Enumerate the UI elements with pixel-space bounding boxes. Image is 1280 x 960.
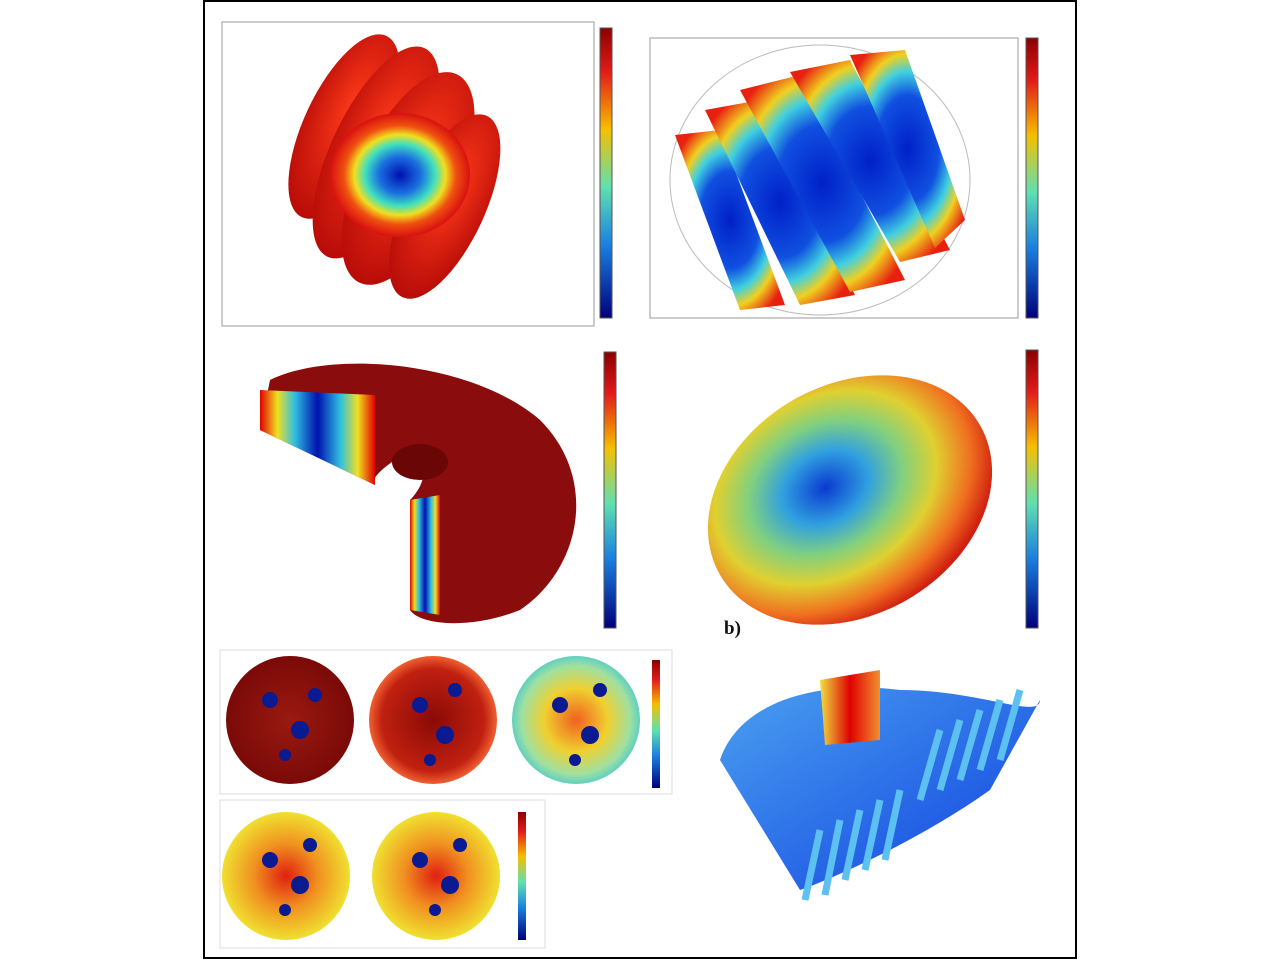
pore: [593, 683, 607, 697]
pore: [279, 749, 291, 761]
pore: [303, 838, 317, 852]
cut-face: [260, 390, 375, 485]
cut-face: [410, 495, 440, 615]
panel-torus: [260, 351, 617, 629]
pore: [412, 697, 428, 713]
panel-blob: b): [707, 349, 1039, 639]
heat-source: [820, 670, 880, 745]
pore: [429, 904, 441, 916]
slice-plane: [850, 50, 965, 248]
pore: [569, 754, 581, 766]
fin: [976, 699, 1004, 771]
slice-plane: [740, 75, 905, 292]
fin: [956, 709, 984, 781]
disk: [512, 656, 640, 784]
colorbar: [599, 27, 613, 319]
center-field: [330, 113, 470, 237]
panel-fan: [720, 670, 1040, 901]
deformed-body: [707, 375, 993, 625]
pore: [308, 688, 322, 702]
fan-plate: [720, 687, 1040, 890]
pore: [581, 726, 599, 744]
panel-slices: [649, 37, 1039, 319]
pore: [262, 692, 278, 708]
fins: [801, 689, 1024, 901]
fin: [841, 809, 864, 881]
pore: [436, 726, 454, 744]
fin: [861, 799, 884, 871]
colorbar: [518, 812, 526, 940]
fin: [996, 689, 1024, 761]
colorbar: [1025, 349, 1039, 629]
panel-disks: [219, 649, 673, 949]
domain-outline: [669, 44, 971, 316]
pore: [412, 852, 428, 868]
colorbar: [652, 660, 660, 788]
slice-plane: [790, 60, 950, 262]
fin: [916, 729, 944, 801]
disk: [369, 656, 497, 784]
disk: [372, 812, 500, 940]
pore: [279, 904, 291, 916]
slice-plane: [675, 130, 785, 310]
disk: [226, 656, 354, 784]
pore: [262, 852, 278, 868]
pore: [441, 876, 459, 894]
colorbar: [1025, 37, 1039, 319]
fin: [881, 789, 904, 861]
slice-plane: [705, 100, 855, 305]
pore: [453, 838, 467, 852]
fin: [936, 719, 964, 791]
pore: [448, 683, 462, 697]
pores: [262, 683, 607, 916]
pore: [291, 721, 309, 739]
pore: [552, 697, 568, 713]
fin: [821, 819, 844, 896]
fin: [801, 829, 824, 901]
colorbar: [603, 351, 617, 629]
pore: [291, 876, 309, 894]
torus-hole: [392, 444, 448, 480]
disk: [222, 812, 350, 940]
panel-ellipsoids: [221, 21, 613, 327]
pore: [424, 754, 436, 766]
panel-label: b): [724, 618, 741, 639]
